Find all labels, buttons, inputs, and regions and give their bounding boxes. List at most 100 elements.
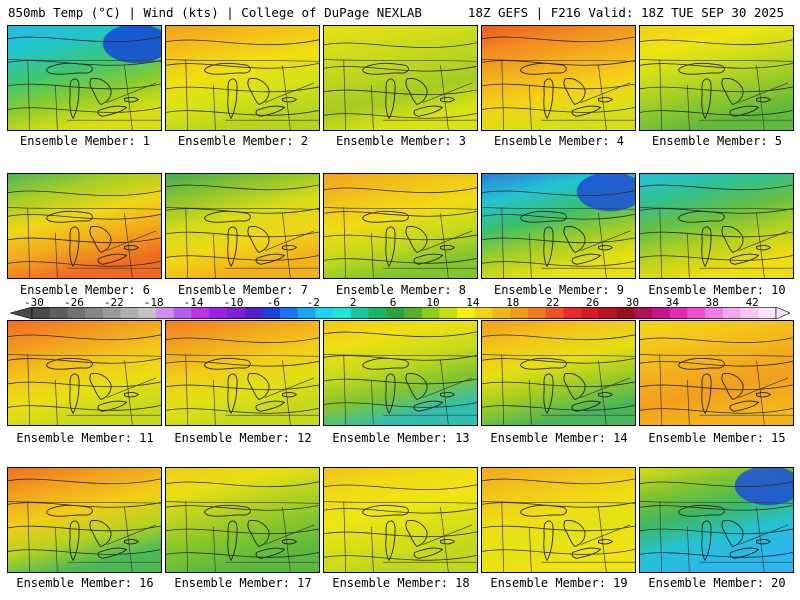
lake-outline [97,400,128,412]
political-borders [324,59,477,130]
height-contour [8,260,161,267]
height-contour [166,360,319,367]
ensemble-map-7 [165,173,320,279]
lake-outline [701,226,712,268]
lake-outline [124,97,139,103]
political-borders [166,501,319,572]
height-contour [166,255,319,261]
height-contour [8,334,161,341]
colorbar-swatch [598,307,617,319]
ensemble-member-label: Ensemble Member: 5 [651,134,783,148]
temperature-colorbar [10,307,790,319]
lake-outline [563,78,586,105]
height-contour [640,39,793,46]
ensemble-map-11 [7,320,162,426]
lake-outline [46,357,93,370]
colorbar-tick: -10 [223,296,244,309]
lake-outline [405,520,428,547]
height-contour [8,525,161,532]
colorbar-tick: -14 [183,296,204,309]
colorbar-swatch [634,307,653,319]
temperature-field [8,174,161,278]
height-contour [166,109,319,116]
lake-outline [247,373,270,400]
height-contour [166,481,319,488]
lake-outline [362,210,409,223]
lake-outline [543,78,554,120]
height-contour [482,190,635,197]
colorbar-tick: 18 [506,296,520,309]
colorbar-tick: 22 [546,296,560,309]
height-contour [166,337,319,344]
lake-outline [69,373,80,415]
ensemble-map-14 [481,320,636,426]
lake-outline [520,210,567,223]
temperature-field [482,26,635,130]
ensemble-member-label: Ensemble Member: 14 [490,431,628,445]
height-contour [482,59,635,66]
lake-outline [729,400,760,412]
height-contour [482,260,635,267]
lake-outline [405,373,428,400]
height-contour [8,549,161,555]
height-contour [640,255,793,261]
lake-outline [598,245,613,251]
height-contour [166,86,319,93]
ensemble-member-label: Ensemble Member: 19 [490,576,628,590]
lake-outline [571,253,602,265]
height-contour [482,525,635,532]
height-contour [482,107,635,113]
lake-outline [227,78,238,120]
colorbar-tick: -18 [143,296,164,309]
political-borders [8,501,161,572]
lake-outline [204,62,251,75]
height-contour [8,107,161,113]
colorbar-tick: 14 [466,296,480,309]
political-borders [324,207,477,278]
lake-outline [385,520,396,562]
ensemble-member-label: Ensemble Member: 17 [174,576,312,590]
lake-outline [756,392,771,398]
lake-outline [124,392,139,398]
colorbar-swatch [581,307,600,319]
colorbar-tick: -6 [266,296,281,309]
lake-outline [756,97,771,103]
colorbar-swatch [350,307,369,319]
ensemble-member-label: Ensemble Member: 12 [174,431,312,445]
colorbar-swatch [563,307,582,319]
colorbar-swatch [226,307,245,319]
height-contour [640,504,793,511]
height-contour [8,381,161,388]
colorbar-tick: 10 [426,296,440,309]
political-borders [324,354,477,425]
lake-outline [124,245,139,251]
height-contour [324,65,477,72]
colorbar-tick: 34 [665,296,680,309]
height-contour [640,384,793,391]
height-contour [324,112,477,119]
lake-outline [385,226,396,268]
height-contour [324,354,477,361]
colorbar-swatch [545,307,564,319]
lake-outline [282,245,297,251]
ensemble-map-4 [481,25,636,131]
lake-outline [282,539,297,545]
ensemble-member-label: Ensemble Member: 3 [335,134,467,148]
political-borders [166,354,319,425]
political-borders [8,59,161,130]
height-contour [8,190,161,197]
lake-outline [598,392,613,398]
lake-outline [440,539,455,545]
ensemble-member-label: Ensemble Member: 4 [493,134,625,148]
cold-core [734,468,793,506]
colorbar-tick: -2 [306,296,320,309]
height-contour [640,551,793,558]
height-contour [8,213,161,220]
height-contour [640,360,793,367]
height-contour [324,257,477,264]
ensemble-member-label: Ensemble Member: 20 [648,576,786,590]
height-contour [166,504,319,511]
temperature-field [324,468,477,572]
temperature-field [640,174,793,278]
lake-outline [69,78,80,120]
